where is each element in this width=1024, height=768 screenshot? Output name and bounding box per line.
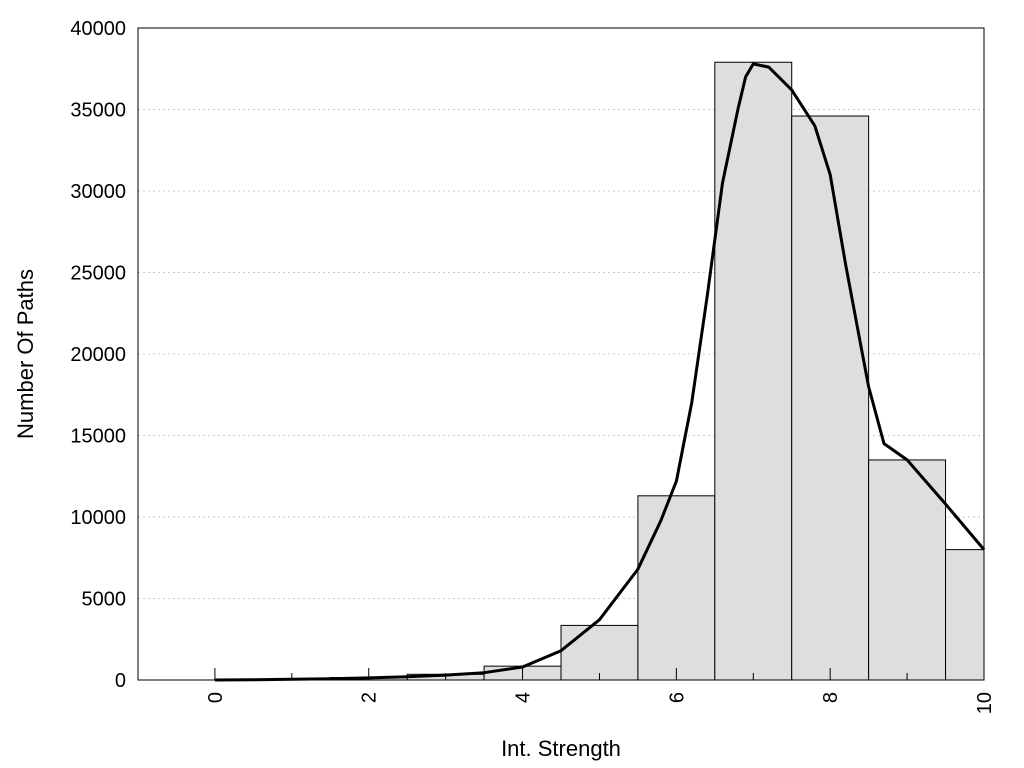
x-axis-ticks: 0 2 4 6 8 10	[205, 668, 996, 714]
histogram-bar	[945, 549, 985, 681]
y-tick-label: 0	[115, 670, 126, 692]
y-axis-title: Number Of Paths	[13, 269, 38, 439]
x-tick-label: 2	[359, 692, 381, 703]
y-tick-label: 35000	[70, 100, 126, 122]
x-axis-title: Int. Strength	[501, 736, 621, 761]
histogram-bar	[791, 115, 870, 681]
plot-frame	[137, 27, 985, 681]
histogram-bar	[714, 61, 793, 681]
bars	[252, 61, 985, 681]
y-tick-label: 25000	[70, 263, 126, 285]
histogram-bar	[560, 624, 639, 681]
y-tick-label: 40000	[70, 18, 126, 40]
y-tick-label: 5000	[82, 589, 127, 611]
fit-curve-layer	[214, 62, 986, 682]
fit-curve	[214, 62, 986, 682]
x-tick-label: 8	[820, 692, 842, 703]
y-tick-label: 10000	[70, 507, 126, 529]
x-tick-label: 10	[974, 692, 996, 714]
y-tick-label: 15000	[70, 426, 126, 448]
x-tick-label: 4	[513, 692, 535, 703]
histogram-bar	[868, 459, 947, 681]
y-tick-label: 20000	[70, 344, 126, 366]
x-tick-label: 0	[205, 692, 227, 703]
y-tick-label: 30000	[70, 181, 126, 203]
x-tick-label: 6	[666, 692, 688, 703]
histogram-bar	[637, 495, 716, 681]
y-axis-ticks: 0 5000 10000 15000 20000 25000 30000 35000 40000	[70, 18, 126, 692]
